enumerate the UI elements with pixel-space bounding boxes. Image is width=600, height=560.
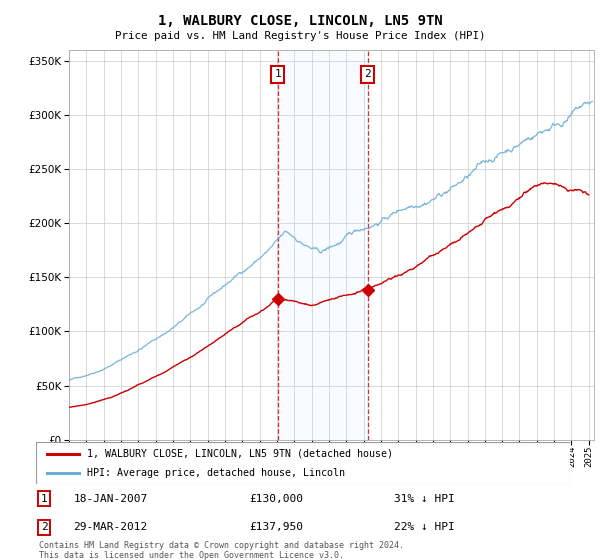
Text: Price paid vs. HM Land Registry's House Price Index (HPI): Price paid vs. HM Land Registry's House … (115, 31, 485, 41)
Text: 1, WALBURY CLOSE, LINCOLN, LN5 9TN (detached house): 1, WALBURY CLOSE, LINCOLN, LN5 9TN (deta… (87, 449, 393, 459)
Text: 31% ↓ HPI: 31% ↓ HPI (394, 493, 455, 503)
Text: £137,950: £137,950 (250, 522, 304, 533)
Text: 1: 1 (41, 493, 47, 503)
Text: 22% ↓ HPI: 22% ↓ HPI (394, 522, 455, 533)
Text: 29-MAR-2012: 29-MAR-2012 (73, 522, 148, 533)
Text: 1: 1 (274, 69, 281, 79)
Text: 2: 2 (41, 522, 47, 533)
Text: £130,000: £130,000 (250, 493, 304, 503)
Bar (278, 50, 368, 440)
FancyBboxPatch shape (36, 442, 570, 484)
Text: HPI: Average price, detached house, Lincoln: HPI: Average price, detached house, Linc… (87, 468, 345, 478)
Text: 2: 2 (364, 69, 371, 79)
Text: 18-JAN-2007: 18-JAN-2007 (73, 493, 148, 503)
Text: 1, WALBURY CLOSE, LINCOLN, LN5 9TN: 1, WALBURY CLOSE, LINCOLN, LN5 9TN (158, 14, 442, 28)
Text: Contains HM Land Registry data © Crown copyright and database right 2024.
This d: Contains HM Land Registry data © Crown c… (39, 541, 404, 560)
